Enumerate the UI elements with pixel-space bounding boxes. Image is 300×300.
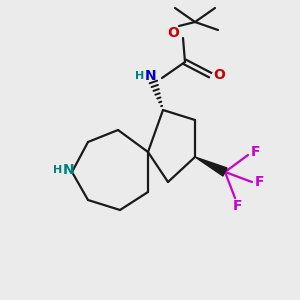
- Text: N: N: [63, 163, 75, 177]
- Polygon shape: [195, 157, 227, 176]
- Text: H: H: [53, 165, 63, 175]
- Text: F: F: [233, 199, 243, 213]
- Text: F: F: [254, 175, 264, 189]
- Text: O: O: [213, 68, 225, 82]
- Text: O: O: [167, 26, 179, 40]
- Text: H: H: [135, 71, 145, 81]
- Text: F: F: [250, 145, 260, 159]
- Text: N: N: [145, 69, 157, 83]
